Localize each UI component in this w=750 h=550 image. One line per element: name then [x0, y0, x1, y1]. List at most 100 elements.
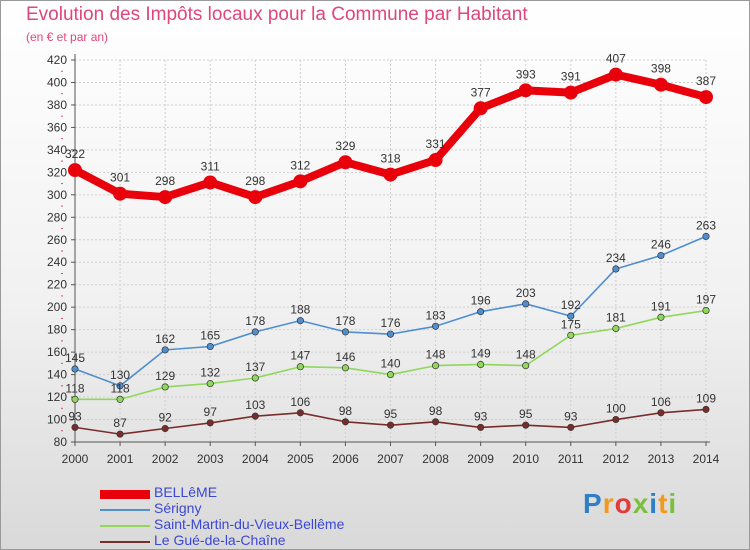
data-point	[702, 405, 710, 413]
y-tick-label: 340	[47, 143, 67, 157]
data-point	[341, 364, 349, 372]
data-point	[657, 313, 665, 321]
data-point	[116, 395, 124, 403]
data-point	[338, 155, 353, 170]
data-point	[71, 423, 79, 431]
data-point	[161, 383, 169, 391]
x-tick-label: 2003	[197, 452, 224, 466]
data-label: 298	[155, 174, 175, 188]
data-label: 329	[335, 139, 355, 153]
data-point	[657, 409, 665, 417]
data-point	[206, 419, 214, 427]
data-point	[432, 322, 440, 330]
x-tick-label: 2007	[377, 452, 404, 466]
data-label: 146	[335, 350, 355, 364]
legend-label: Saint-Martin-du-Vieux-Bellême	[154, 516, 345, 532]
y-tick-label: 100	[47, 413, 67, 427]
data-label: 407	[606, 52, 626, 66]
logo-letter: x	[632, 488, 650, 519]
data-label: 130	[110, 368, 130, 382]
y-tick-label: 200	[47, 300, 67, 314]
x-tick-label: 2001	[107, 452, 134, 466]
chart-title: Evolution des Impôts locaux pour la Comm…	[26, 4, 528, 25]
data-point	[116, 382, 124, 390]
data-point	[203, 175, 218, 190]
x-tick-label: 2005	[287, 452, 314, 466]
data-labels: 322 301 298 311 298 312 329 318 331 377 393 391 407 3…	[65, 52, 716, 431]
data-point	[563, 85, 578, 100]
data-point	[341, 418, 349, 426]
y-tick-label: 400	[47, 75, 67, 89]
data-label: 132	[200, 366, 220, 380]
data-point	[206, 342, 214, 351]
data-label: 93	[564, 409, 578, 423]
data-point	[158, 190, 173, 205]
data-label: 176	[380, 316, 400, 330]
data-point	[567, 312, 575, 320]
series-group	[68, 67, 713, 438]
data-label: 118	[65, 381, 84, 395]
data-label: 93	[68, 409, 82, 423]
data-point	[522, 421, 530, 429]
x-tick-label: 2013	[648, 452, 675, 466]
data-point	[206, 380, 214, 388]
data-label: 98	[429, 404, 443, 418]
y-tick-labels: 80 100 120 140 160 180 200 220 240 260 280 300 320 34…	[47, 53, 67, 449]
data-point	[608, 67, 623, 82]
data-point	[251, 412, 259, 420]
data-label: 97	[204, 405, 218, 419]
data-label: 106	[290, 395, 310, 409]
logo-letter: i	[649, 488, 659, 519]
data-point	[477, 360, 485, 369]
data-label: 301	[110, 171, 130, 185]
data-point	[386, 371, 395, 379]
data-label: 311	[201, 159, 220, 173]
data-point	[386, 330, 395, 338]
data-label: 92	[158, 411, 172, 425]
data-label: 175	[561, 317, 581, 331]
data-label: 246	[651, 237, 671, 251]
data-point	[518, 83, 533, 98]
data-label: 140	[380, 357, 400, 371]
data-label: 95	[384, 407, 398, 421]
data-point	[699, 90, 713, 105]
y-tick-label: 240	[47, 255, 67, 269]
data-point	[386, 421, 395, 429]
logo-letter: r	[602, 488, 615, 519]
data-label: 98	[339, 404, 353, 418]
y-tick-label: 140	[47, 368, 67, 382]
data-label: 331	[426, 137, 446, 151]
legend-swatch	[100, 489, 150, 499]
y-tick-label: 380	[47, 98, 67, 112]
data-label: 149	[471, 346, 491, 360]
data-point	[251, 328, 259, 336]
legend-swatch	[100, 509, 150, 511]
data-label: 234	[606, 251, 626, 265]
data-point	[383, 167, 398, 182]
data-point	[522, 362, 530, 370]
data-label: 165	[200, 329, 220, 343]
data-label: 191	[651, 299, 671, 313]
y-tick-label: 220	[47, 278, 67, 292]
logo-letter: P	[583, 488, 603, 519]
data-label: 145	[65, 351, 85, 365]
data-point	[612, 265, 620, 273]
data-label: 322	[65, 147, 85, 161]
legend-label: Le Gué-de-la-Chaîne	[154, 532, 286, 548]
data-point	[432, 362, 440, 370]
data-label: 393	[516, 67, 536, 81]
x-tick-label: 2009	[467, 452, 494, 466]
data-label: 118	[111, 381, 130, 395]
legend-swatch	[100, 541, 150, 543]
logo-letter: t	[658, 488, 669, 519]
chart-subtitle: (en € et par an)	[26, 30, 109, 44]
data-label: 95	[519, 407, 533, 421]
data-label: 93	[474, 409, 488, 423]
data-label: 197	[696, 293, 716, 307]
x-tick-label: 2000	[62, 452, 89, 466]
data-label: 148	[516, 348, 536, 362]
data-label: 196	[471, 294, 491, 308]
legend-swatch	[100, 525, 150, 527]
